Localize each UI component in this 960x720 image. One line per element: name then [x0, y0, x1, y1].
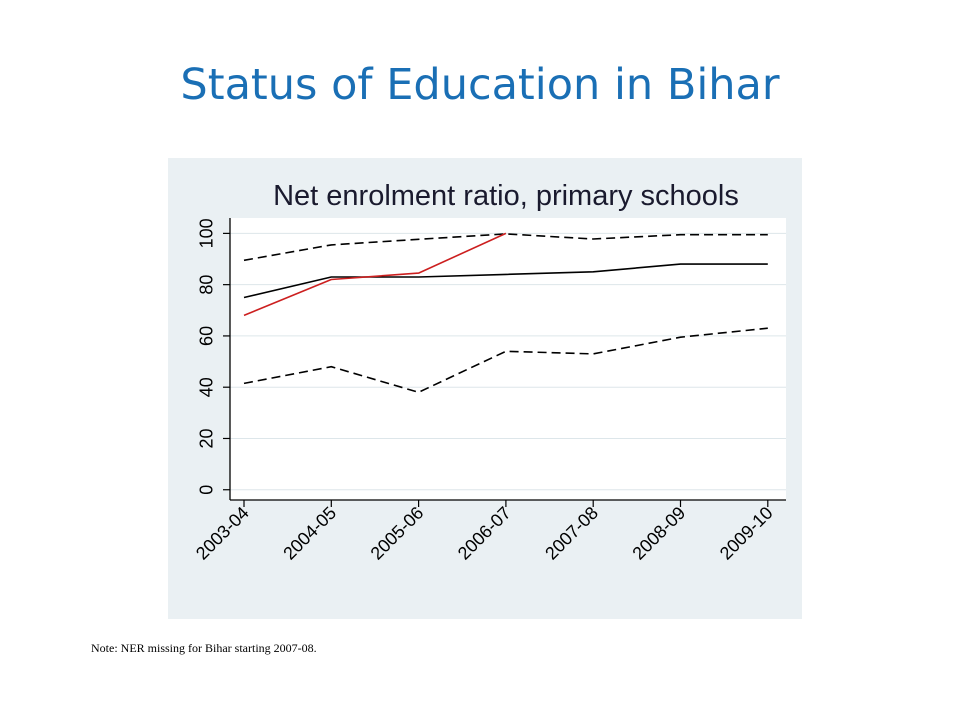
series-line-1: [243, 233, 768, 262]
plot-area: [230, 218, 786, 500]
x-tick-label: 2003-04: [192, 503, 253, 564]
chart-panel: Net enrolment ratio, primary schools 0 20…: [168, 158, 802, 619]
chart-title: Net enrolment ratio, primary schools: [273, 180, 739, 212]
chart-note: Note: NER missing for Bihar starting 200…: [91, 641, 317, 655]
x-tick-label: 2004-05: [279, 503, 340, 564]
y-tick-label: 100: [196, 218, 216, 248]
y-tick-label: 0: [196, 485, 216, 495]
x-tick-label: 2005-06: [367, 503, 428, 564]
x-tick-label: 2008-09: [628, 503, 689, 564]
gridlines: [230, 232, 786, 491]
x-tick-label: 2007-08: [541, 503, 602, 564]
y-tick-label: 20: [196, 428, 216, 448]
y-tick-label: 40: [196, 377, 216, 397]
axes: [229, 218, 786, 501]
y-tick-label: 80: [196, 275, 216, 295]
series-lines: [243, 232, 768, 394]
x-tick-label: 2006-07: [454, 503, 515, 564]
series-line-3: [243, 232, 507, 317]
slide-title: Status of Education in Bihar: [180, 60, 780, 110]
chart: Net enrolment ratio, primary schools 0 20…: [192, 180, 786, 564]
y-tick-label: 60: [196, 326, 216, 346]
x-tick-label: 2009-10: [716, 503, 777, 564]
series-line-2: [243, 263, 768, 299]
series-line-4: [243, 327, 768, 394]
